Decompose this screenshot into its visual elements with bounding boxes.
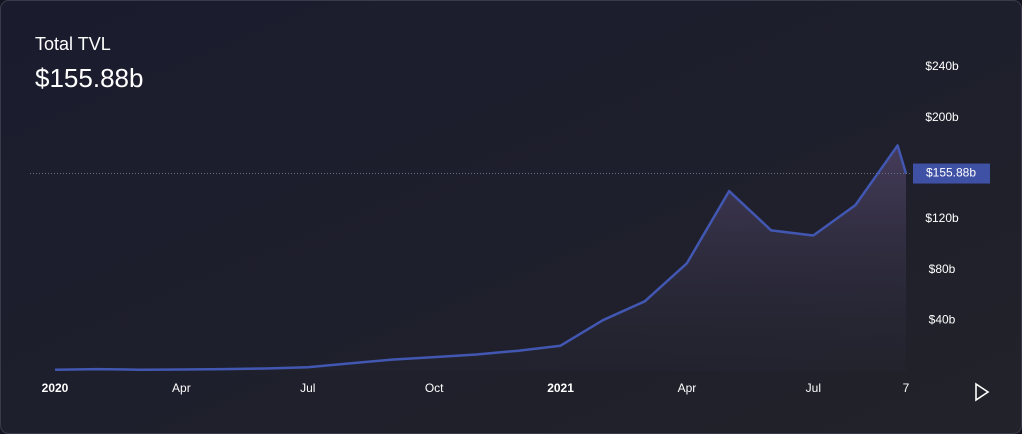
area-fill <box>55 145 906 371</box>
x-tick-label: Jul <box>806 381 821 395</box>
y-tick-label: $120b <box>925 211 959 225</box>
x-tick-label: 2020 <box>42 381 69 395</box>
y-tick-label: $80b <box>929 262 956 276</box>
x-tick-label: Apr <box>678 381 697 395</box>
title: Total TVL <box>35 34 111 54</box>
x-tick-label: Jul <box>300 381 315 395</box>
line <box>54 144 908 371</box>
y-tick-label: $240b <box>925 59 959 73</box>
y-tick-label: $40b <box>929 313 956 327</box>
play-button[interactable] <box>975 382 990 402</box>
y-tick-label: $200b <box>925 110 959 124</box>
x-tick-label: Apr <box>172 381 191 395</box>
x-tick-label: Oct <box>425 381 444 395</box>
x-tick-label: 2021 <box>547 381 574 395</box>
current-value: $155.88b <box>35 63 143 93</box>
x-tick-label: 7 <box>903 381 910 395</box>
current-value-tag-label: $155.88b <box>926 166 976 180</box>
current-value-tag <box>913 163 990 184</box>
